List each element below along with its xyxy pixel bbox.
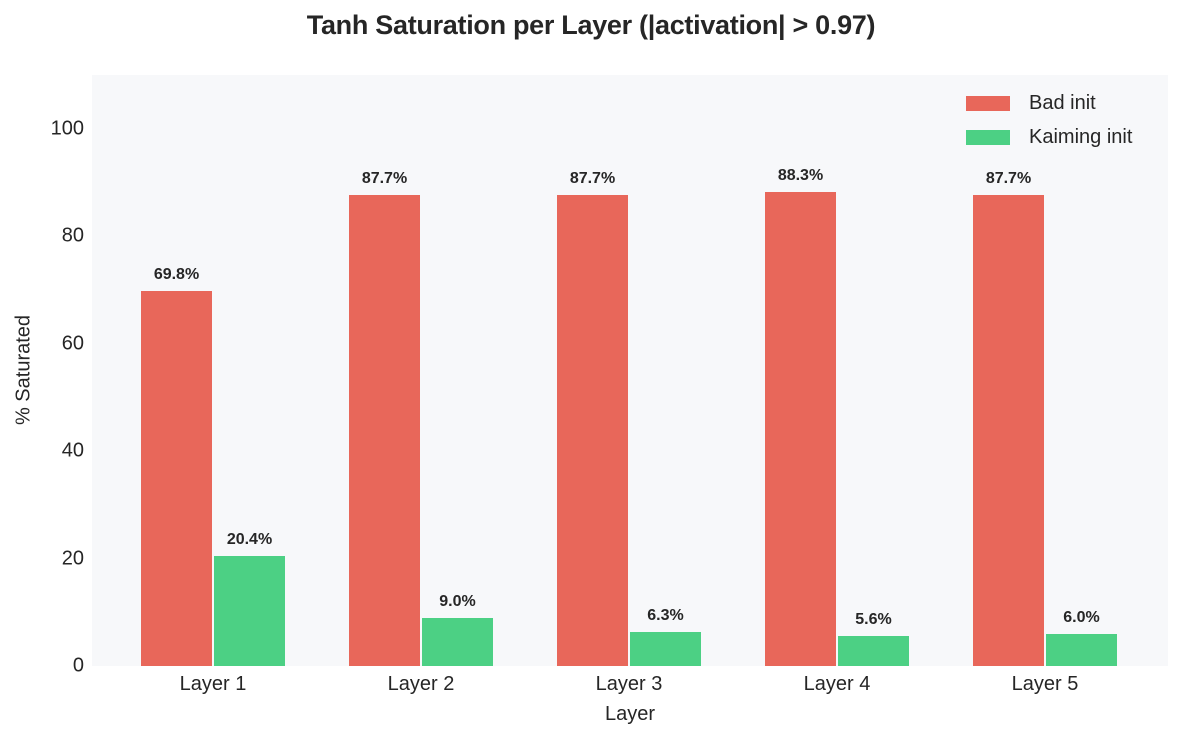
bar-bad-init-1 <box>141 290 212 666</box>
bar-value-label: 87.7% <box>361 169 408 187</box>
bar-bad-init-4 <box>765 191 836 666</box>
legend-label: Kaiming init <box>1029 126 1133 148</box>
bar-kaiming-init-4 <box>838 635 909 666</box>
bar-kaiming-init-2 <box>422 617 493 666</box>
legend: Bad init Kaiming init <box>952 84 1162 152</box>
bar-value-label: 6.0% <box>1063 608 1100 626</box>
bar-bad-init-3 <box>557 194 628 666</box>
legend-label: Bad init <box>1029 92 1096 114</box>
bar-value-label: 6.3% <box>647 607 684 625</box>
bar-bad-init-5 <box>973 194 1044 666</box>
y-tick-label: 0 <box>72 654 84 677</box>
chart-title: Tanh Saturation per Layer (|activation| … <box>306 10 876 40</box>
bar-kaiming-init-5 <box>1046 633 1117 666</box>
plot-area: 69.8% 20.4% 87.7% 9.0% 87.7% 6.3% 88.3% 5.6% 87.… <box>92 75 1168 666</box>
bar-bad-init-2 <box>349 194 420 666</box>
y-axis-label: % Saturated <box>12 314 35 426</box>
legend-item-kaiming-init: Kaiming init <box>952 118 1162 152</box>
y-tick-label: 100 <box>50 117 84 140</box>
legend-swatch-bad-init <box>966 96 1010 111</box>
y-tick-label: 20 <box>61 547 84 570</box>
bar-kaiming-init-1 <box>214 556 285 666</box>
bar-value-label: 87.7% <box>985 169 1032 187</box>
bar-value-label: 9.0% <box>439 592 476 610</box>
x-tick-label: Layer 1 <box>179 673 247 695</box>
x-tick-label: Layer 5 <box>1011 673 1079 695</box>
y-tick-label: 40 <box>61 439 84 462</box>
bar-value-label: 20.4% <box>226 531 273 549</box>
x-axis-label: Layer <box>604 703 656 725</box>
x-tick-label: Layer 3 <box>595 673 663 695</box>
bar-kaiming-init-3 <box>630 632 701 666</box>
y-tick-label: 60 <box>61 332 84 355</box>
y-tick-label: 80 <box>61 224 84 247</box>
x-tick-label: Layer 2 <box>387 673 455 695</box>
bar-value-label: 5.6% <box>855 610 892 628</box>
legend-item-bad-init: Bad init <box>952 84 1162 118</box>
x-tick-label: Layer 4 <box>803 673 871 695</box>
bar-value-label: 87.7% <box>569 169 616 187</box>
bar-value-label: 69.8% <box>153 265 200 283</box>
bar-value-label: 88.3% <box>777 166 824 184</box>
legend-swatch-kaiming-init <box>966 130 1010 145</box>
